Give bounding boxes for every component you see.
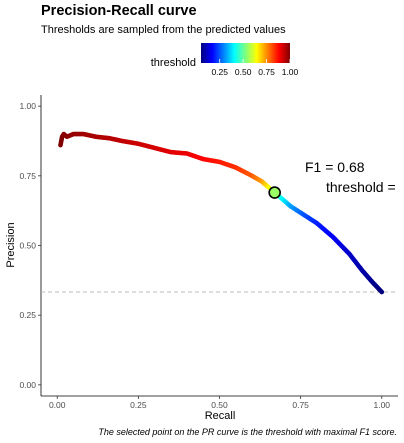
y-tick-label: 0.25: [19, 310, 36, 320]
chart-title: Precision-Recall curve: [41, 3, 197, 19]
legend-tick-label: 1.00: [282, 67, 299, 77]
y-axis-ticks: 0.00 0.25 0.50 0.75 1.00: [19, 101, 41, 390]
pr-curve-points: [58, 131, 385, 295]
legend-tick-label: 0.25: [211, 67, 228, 77]
x-tick-label: 0.75: [292, 400, 309, 410]
selected-threshold-point: [268, 186, 281, 199]
threshold-legend: threshold 0.25 0.50 0.75 1.00: [151, 43, 299, 77]
y-tick-label: 0.00: [19, 380, 36, 390]
legend-colorbar: [201, 43, 290, 63]
y-axis-label: Precision: [5, 222, 17, 267]
threshold-annotation: threshold =: [326, 179, 396, 195]
y-tick-label: 1.00: [19, 101, 36, 111]
x-tick-label: 0.25: [130, 400, 147, 410]
legend-tick-label: 0.50: [235, 67, 252, 77]
legend-tick-label: 0.75: [258, 67, 275, 77]
plot-panel: 0.00 0.25 0.50 0.75 1.00 0.00 0.25 0.50 0.75 1.0…: [19, 95, 398, 410]
x-axis-label: Recall: [205, 410, 236, 422]
x-tick-label: 1.00: [373, 400, 390, 410]
curve-point: [379, 289, 385, 295]
f1-annotation: F1 = 0.68: [305, 159, 365, 175]
x-axis-ticks: 0.00 0.25 0.50 0.75 1.00: [49, 396, 390, 410]
y-tick-label: 0.75: [19, 171, 36, 181]
x-tick-label: 0.50: [211, 400, 228, 410]
legend-title: threshold: [151, 57, 196, 69]
y-tick-label: 0.50: [19, 241, 36, 251]
chart-caption: The selected point on the PR curve is th…: [98, 427, 397, 437]
x-tick-label: 0.00: [49, 400, 66, 410]
chart-subtitle: Thresholds are sampled from the predicte…: [41, 24, 286, 36]
